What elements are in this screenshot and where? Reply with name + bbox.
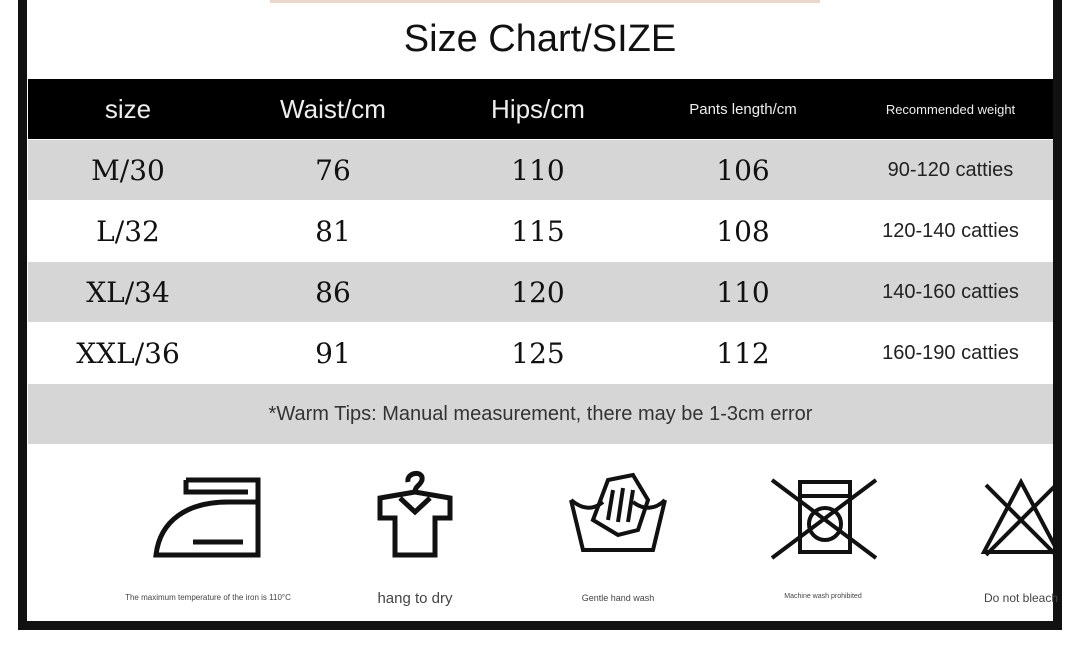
care-label: The maximum temperature of the iron is 1… <box>125 593 291 602</box>
care-item-no-bleach: Do not bleach <box>921 460 1080 605</box>
pants-length-cell: 112 <box>716 336 770 370</box>
care-label: Gentle hand wash <box>581 593 655 603</box>
size-cell: M/30 <box>91 153 165 187</box>
hips-cell: 125 <box>511 336 565 370</box>
page-title: Size Chart/SIZE <box>403 18 677 60</box>
table-header: size Waist/cm Hips/cm Pants length/cm Re… <box>28 79 1053 139</box>
no-machine-wash-icon <box>770 478 878 560</box>
care-item-hang-dry: hang to dry <box>315 460 515 607</box>
hips-cell: 110 <box>511 153 565 187</box>
weight-cell: 160-190 catties <box>882 341 1019 364</box>
header-pants-length: Pants length/cm <box>689 100 797 118</box>
waist-cell: 76 <box>315 153 351 187</box>
care-label: hang to dry <box>377 590 453 607</box>
no-bleach-icon <box>980 477 1062 557</box>
top-divider <box>270 0 820 3</box>
table-row: XL/34 86 120 110 140-160 catties <box>28 262 1053 322</box>
pants-length-cell: 106 <box>716 153 770 187</box>
size-cell: XL/34 <box>86 275 170 309</box>
weight-cell: 120-140 catties <box>882 219 1019 242</box>
waist-cell: 81 <box>315 214 351 248</box>
header-weight: Recommended weight <box>885 101 1016 117</box>
pants-length-cell: 108 <box>716 214 770 248</box>
size-cell: XXL/36 <box>76 336 180 370</box>
table-row: L/32 81 115 108 120-140 catties <box>28 201 1053 261</box>
hang-dry-icon <box>377 471 453 558</box>
size-table: size Waist/cm Hips/cm Pants length/cm Re… <box>28 79 1053 444</box>
care-item-no-machine-wash: Machine wash prohibited <box>723 460 923 600</box>
header-hips: Hips/cm <box>491 93 585 124</box>
iron-icon <box>153 477 261 558</box>
waist-cell: 91 <box>315 336 351 370</box>
care-label: Machine wash prohibited <box>784 593 862 600</box>
size-cell: L/32 <box>96 214 160 248</box>
waist-cell: 86 <box>315 275 351 309</box>
care-instructions: The maximum temperature of the iron is 1… <box>28 460 1062 610</box>
hips-cell: 115 <box>511 214 565 248</box>
weight-cell: 140-160 catties <box>882 280 1019 303</box>
header-size: size <box>104 93 152 124</box>
care-label: Do not bleach <box>983 591 1059 605</box>
weight-cell: 90-120 catties <box>887 158 1014 181</box>
warm-tips: *Warm Tips: Manual measurement, there ma… <box>28 384 1053 444</box>
hand-wash-icon <box>569 472 667 552</box>
table-row: XXL/36 91 125 112 160-190 catties <box>28 323 1053 383</box>
care-item-iron: The maximum temperature of the iron is 1… <box>108 460 308 602</box>
table-row: M/30 76 110 106 90-120 catties <box>28 140 1053 200</box>
care-item-hand-wash: Gentle hand wash <box>518 460 718 603</box>
hips-cell: 120 <box>511 275 565 309</box>
pants-length-cell: 110 <box>716 275 770 309</box>
header-waist: Waist/cm <box>280 93 386 124</box>
